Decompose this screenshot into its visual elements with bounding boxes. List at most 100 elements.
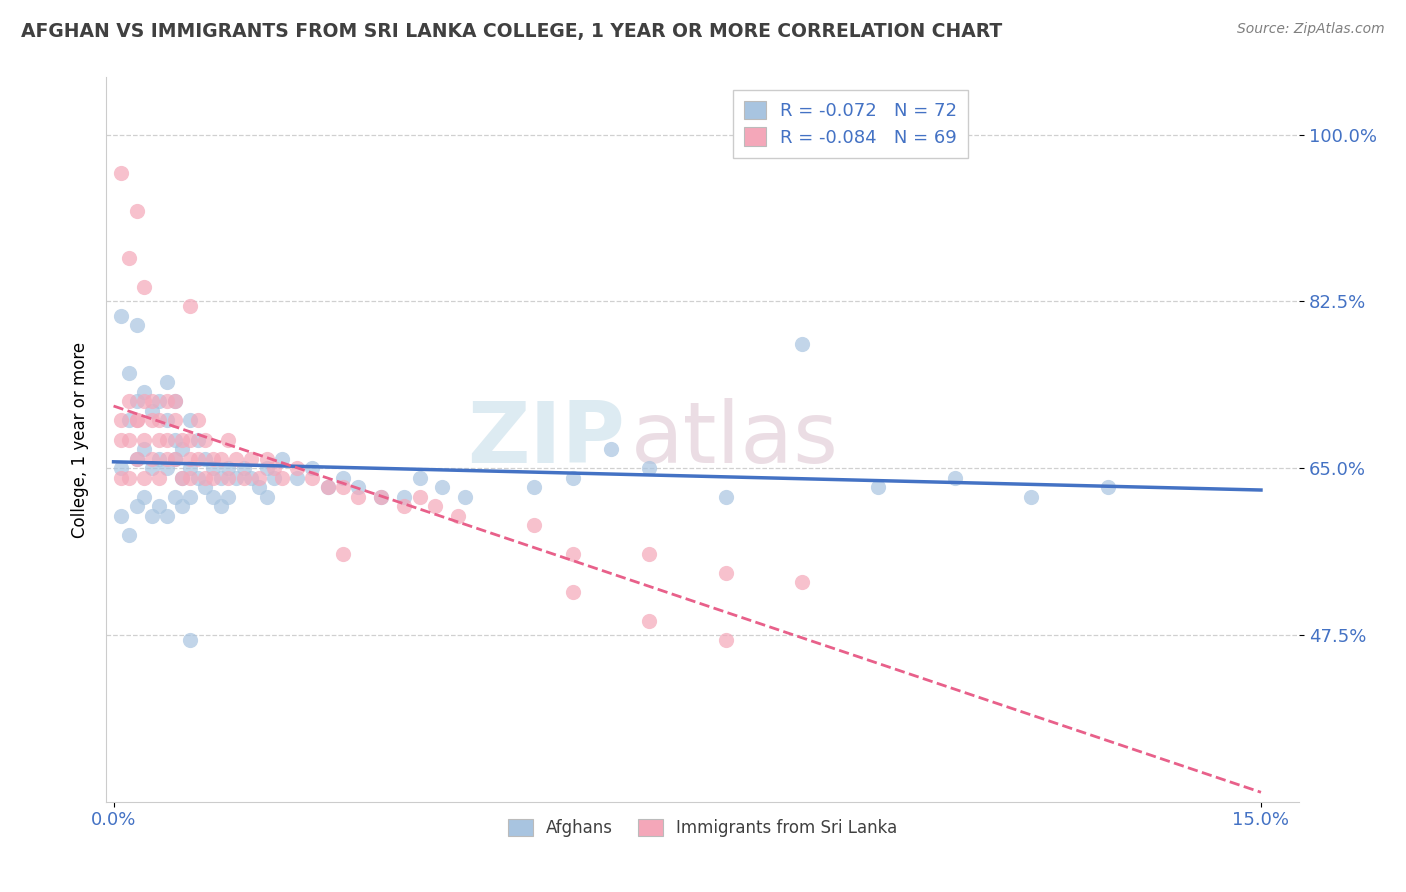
Point <box>134 442 156 456</box>
Point <box>179 632 201 647</box>
Point <box>156 394 179 409</box>
Point <box>125 451 148 466</box>
Point <box>714 566 737 580</box>
Point <box>163 490 186 504</box>
Point <box>172 470 194 484</box>
Point <box>432 480 454 494</box>
Point <box>163 451 186 466</box>
Point <box>316 480 339 494</box>
Text: atlas: atlas <box>631 398 839 481</box>
Point <box>141 451 163 466</box>
Point <box>134 394 156 409</box>
Point <box>156 508 179 523</box>
Point <box>110 413 132 427</box>
Point <box>163 394 186 409</box>
Point <box>125 203 148 218</box>
Point <box>209 470 232 484</box>
Point <box>394 499 416 513</box>
Point <box>156 376 179 390</box>
Point <box>256 451 278 466</box>
Point <box>447 508 470 523</box>
Point <box>125 413 148 427</box>
Y-axis label: College, 1 year or more: College, 1 year or more <box>72 342 89 538</box>
Point <box>332 470 354 484</box>
Point <box>240 470 263 484</box>
Point <box>332 547 354 561</box>
Point <box>141 508 163 523</box>
Point <box>232 461 254 475</box>
Point <box>118 366 141 380</box>
Point <box>179 433 201 447</box>
Point <box>187 470 209 484</box>
Point <box>270 470 292 484</box>
Point <box>172 499 194 513</box>
Point <box>201 470 224 484</box>
Point <box>163 451 186 466</box>
Point <box>156 461 179 475</box>
Point <box>232 470 254 484</box>
Point <box>599 442 621 456</box>
Point <box>118 470 141 484</box>
Point <box>156 433 179 447</box>
Point <box>187 433 209 447</box>
Point <box>172 433 194 447</box>
Point <box>179 299 201 313</box>
Point <box>148 433 170 447</box>
Point <box>179 490 201 504</box>
Point <box>179 413 201 427</box>
Point <box>201 451 224 466</box>
Point <box>172 470 194 484</box>
Point <box>110 508 132 523</box>
Point <box>194 433 217 447</box>
Point <box>134 433 156 447</box>
Point <box>125 499 148 513</box>
Point <box>134 470 156 484</box>
Point <box>134 384 156 399</box>
Point <box>347 490 370 504</box>
Point <box>194 480 217 494</box>
Point <box>263 461 285 475</box>
Point <box>118 252 141 266</box>
Point <box>217 490 239 504</box>
Point <box>638 547 661 561</box>
Point <box>943 470 966 484</box>
Point <box>561 470 583 484</box>
Point <box>194 451 217 466</box>
Point <box>148 499 170 513</box>
Legend: Afghans, Immigrants from Sri Lanka: Afghans, Immigrants from Sri Lanka <box>501 813 904 844</box>
Point <box>163 394 186 409</box>
Point <box>163 433 186 447</box>
Point <box>141 404 163 418</box>
Point <box>148 394 170 409</box>
Point <box>316 480 339 494</box>
Point <box>110 309 132 323</box>
Point <box>523 518 546 533</box>
Point <box>217 433 239 447</box>
Point <box>187 451 209 466</box>
Point <box>285 470 308 484</box>
Point <box>301 461 323 475</box>
Point <box>125 394 148 409</box>
Point <box>110 433 132 447</box>
Text: Source: ZipAtlas.com: Source: ZipAtlas.com <box>1237 22 1385 37</box>
Point <box>454 490 477 504</box>
Point <box>217 461 239 475</box>
Point <box>790 337 813 351</box>
Point <box>156 413 179 427</box>
Point <box>201 461 224 475</box>
Point <box>408 470 430 484</box>
Point <box>134 490 156 504</box>
Text: ZIP: ZIP <box>467 398 626 481</box>
Point <box>256 490 278 504</box>
Point <box>148 451 170 466</box>
Point <box>125 413 148 427</box>
Point <box>125 451 148 466</box>
Point <box>423 499 446 513</box>
Point <box>209 451 232 466</box>
Point <box>301 470 323 484</box>
Point <box>561 547 583 561</box>
Point <box>247 480 270 494</box>
Point <box>225 451 247 466</box>
Point <box>790 575 813 590</box>
Point <box>714 632 737 647</box>
